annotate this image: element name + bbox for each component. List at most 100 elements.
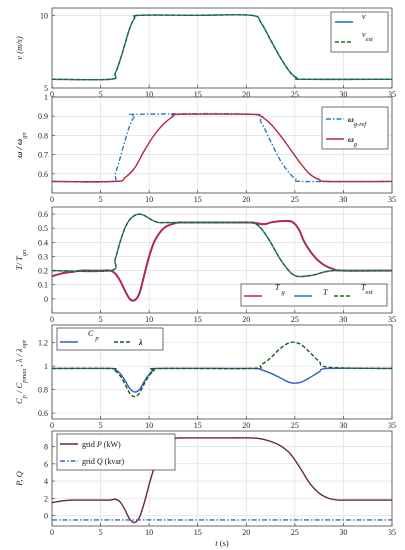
x-tick-label: 30 [339,90,347,99]
y-axis-label-text: T/ Tgn [14,250,28,270]
series-line-2 [51,113,393,183]
legend-label: C p [88,329,99,342]
x-tick-label: 10 [145,315,153,324]
y-tick-label: 10 [40,11,48,20]
panel-4: 0 5 10 15 20 25 30 35 0.6 0.8 1 1.2 Cp / Cpmax , λ /… [14,324,396,430]
x-tick-label: 0 [50,195,54,204]
legend-box [240,283,388,307]
x-tick-label: 10 [145,421,153,430]
plot-frame [51,206,393,314]
x-tick-label: 35 [388,315,396,324]
y-tick-label: 0.3 [38,252,48,261]
x-tick-label: 15 [194,195,202,204]
y-tick-label: 5 [44,84,48,93]
y-tick-label: 6 [44,460,48,469]
legend-label: ωg-ref [348,115,367,128]
x-tick-label: 15 [194,421,202,430]
x-tick-label: 20 [242,90,250,99]
legend-label: grid P (kW) [82,440,121,449]
x-tick-label: 35 [388,195,396,204]
legend-label: T g [275,283,285,296]
x-tick-label: 35 [388,528,396,537]
y-tick-label: 0.8 [38,131,48,140]
y-axis-label-text: v (m/s) [14,36,24,60]
x-tick-label: 30 [339,195,347,204]
x-tick-label: 15 [194,315,202,324]
x-tick-label: 10 [145,90,153,99]
y-axis-label: P, Q [14,471,24,487]
y-tick-label: 0.1 [38,281,48,290]
y-axis-label-text: ω / ωgn [14,132,28,157]
y-tick-label: 0.5 [38,224,48,233]
x-tick-label: 25 [291,528,299,537]
x-tick-label: 0 [50,421,54,430]
x-tick-label: 30 [339,421,347,430]
y-axis-label: Cp / Cpmax , λ / λopt [14,340,28,404]
x-tick-label: 20 [242,315,250,324]
x-tick-label: 5 [99,421,103,430]
x-tick-label: 20 [242,528,250,537]
x-tick-label: 0 [50,90,54,99]
x-tick-label: 5 [99,315,103,324]
y-tick-label: 1 [44,93,48,102]
x-tick-label: 35 [388,421,396,430]
y-tick-label: 0.9 [38,112,48,121]
legend: T g T Test [240,283,388,307]
plot-frame [51,96,393,194]
panel-2: 0 5 10 15 20 25 30 35 0.6 0.7 0.8 0.9 1 ω / ωgn ωg-ref… [14,93,396,204]
legend-box [321,106,389,150]
panel-3: 0 5 10 15 20 25 30 35 0 0.1 0.2 0.3 0.4 0.5 0.6 T/ Tgn T… [14,206,396,324]
x-tick-label: 30 [339,528,347,537]
y-tick-label: 0.8 [38,386,48,395]
legend: v vest [330,11,389,53]
series-line-1 [51,367,393,393]
legend-box [330,11,389,53]
y-tick-label: 0 [44,512,48,521]
y-axis-label: v (m/s) [14,36,24,60]
y-tick-label: 0.7 [38,151,48,160]
legend-label: v [362,12,366,21]
plot-frame [51,324,393,420]
y-tick-label: 0.2 [38,267,48,276]
y-axis-label-text: P, Q [14,471,24,487]
x-tick-label: 15 [194,528,202,537]
x-tick-label: 20 [242,195,250,204]
legend: ωg-ref ωg [321,106,389,150]
legend-label: Test [361,283,373,296]
x-tick-label: 15 [194,90,202,99]
legend-box [56,433,176,471]
legend-label: λ [138,338,143,347]
x-tick-label: 25 [291,315,299,324]
x-tick-label: 5 [99,195,103,204]
legend-label: ωg [348,135,358,148]
x-tick-label: 5 [99,90,103,99]
x-tick-label: 25 [291,195,299,204]
y-tick-label: 1.2 [38,339,48,348]
x-axis-label: t (s) [215,538,229,548]
y-axis-label: T/ Tgn [14,250,28,270]
y-tick-label: 0.4 [38,238,48,247]
legend-label: T [323,288,328,297]
series-line-2 [51,14,393,81]
legend-label: grid Q (kvar) [82,457,125,466]
y-tick-label: 0.6 [38,409,48,418]
x-tick-label: 25 [291,90,299,99]
legend-label: vest [362,30,373,43]
grid-lines [51,325,393,419]
x-tick-label: 0 [50,315,54,324]
plot-frame [51,430,393,527]
x-tick-label: 20 [242,421,250,430]
x-tick-label: 10 [145,195,153,204]
y-tick-label: 0 [44,295,48,304]
x-tick-label: 10 [145,528,153,537]
x-tick-label: 30 [339,315,347,324]
x-tick-label: 35 [388,90,396,99]
y-tick-label: 8 [44,443,48,452]
legend: grid P (kW) grid Q (kvar) [56,433,176,471]
legend-box [56,327,164,351]
y-axis-label-text: Cp / Cpmax , λ / λopt [14,340,28,404]
